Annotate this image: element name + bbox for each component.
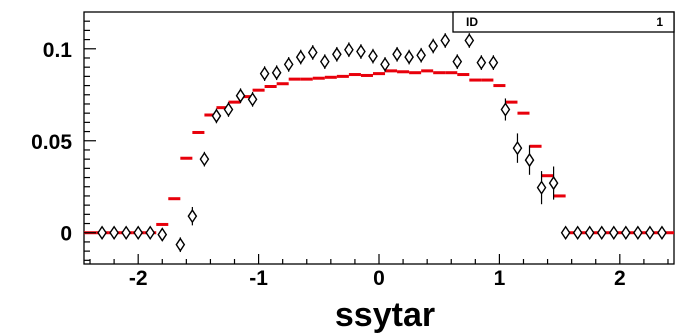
data-point — [620, 225, 631, 240]
data-point — [319, 54, 330, 69]
data-point — [332, 47, 342, 62]
data-point — [512, 140, 523, 156]
data-point — [476, 55, 487, 70]
y-tick-label: 0 — [60, 223, 72, 246]
data-point — [121, 225, 131, 240]
x-tick-label: 0 — [373, 267, 385, 290]
data-point — [344, 42, 354, 57]
x-tick-label: 1 — [494, 267, 506, 290]
data-point — [356, 44, 366, 59]
y-tick-label: 0.1 — [43, 39, 73, 62]
data-point — [247, 92, 258, 107]
data-point — [380, 57, 390, 72]
data-point — [645, 225, 655, 240]
data-point — [416, 47, 426, 63]
x-tick-label: -1 — [249, 267, 268, 290]
data-point — [560, 225, 571, 240]
x-tick-label: 2 — [614, 267, 626, 290]
x-axis-title: ssytar — [335, 296, 435, 334]
plot-frame — [83, 11, 675, 265]
data-point — [368, 48, 378, 64]
series-layer — [84, 33, 674, 253]
data-point — [211, 108, 222, 124]
stats-box-value: 1 — [656, 15, 663, 29]
data-point — [187, 208, 198, 224]
data-point — [271, 65, 282, 80]
data-point — [584, 225, 595, 240]
data-point — [404, 49, 414, 65]
data-point — [608, 225, 619, 240]
data-point — [307, 45, 318, 60]
y-tick-label: 0.05 — [31, 131, 72, 154]
data-point — [133, 225, 144, 240]
data-point — [657, 225, 667, 240]
data-point — [452, 54, 463, 69]
data-point — [633, 225, 643, 240]
data-point — [145, 225, 156, 240]
stats-box-frame — [452, 11, 675, 33]
axis-layer: -2 -1 0 1 2 0 0.05 0.1 — [31, 20, 669, 290]
data-point — [428, 38, 439, 54]
data-point — [283, 57, 294, 72]
data-point — [596, 225, 607, 240]
data-point — [536, 180, 547, 195]
data-point — [572, 225, 583, 240]
data-point — [548, 175, 559, 191]
data-point — [488, 55, 499, 70]
data-point — [97, 225, 107, 240]
data-point — [500, 102, 511, 117]
data-point — [440, 33, 451, 48]
stats-box: ID 1 — [452, 11, 675, 33]
x-tick-label: -2 — [129, 267, 148, 290]
data-point — [157, 227, 168, 242]
data-point — [392, 47, 402, 62]
data-point — [259, 66, 270, 81]
data-point — [199, 151, 210, 167]
data-point — [223, 102, 234, 117]
data-point — [109, 225, 119, 240]
data-point — [235, 88, 246, 103]
data-point — [464, 33, 475, 48]
data-point — [175, 237, 186, 252]
data-point — [295, 49, 306, 65]
data-point — [524, 152, 535, 168]
stats-box-label: ID — [466, 15, 478, 29]
